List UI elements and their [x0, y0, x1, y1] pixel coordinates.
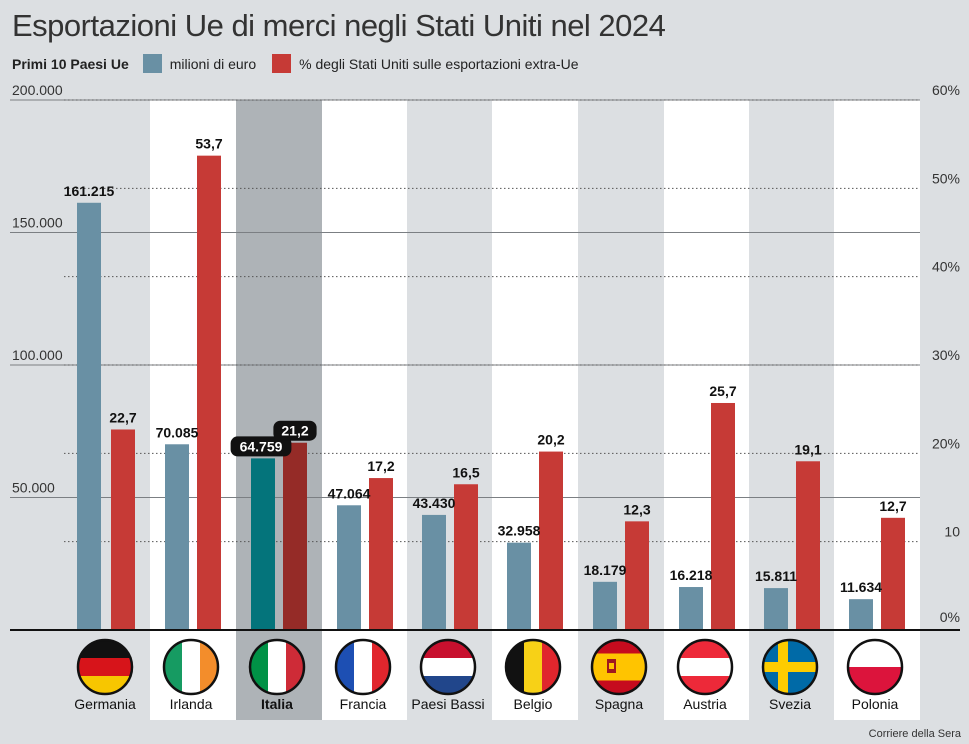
left-axis-tick-label: 200.000	[12, 82, 63, 98]
bar-export-italia	[251, 458, 275, 630]
legend-swatch-blue	[142, 54, 162, 73]
column-band	[236, 100, 322, 720]
data-label-export: 32.958	[498, 523, 541, 539]
left-axis-tick-label: 100.000	[12, 347, 63, 363]
bar-export-spagna	[593, 581, 617, 630]
category-label-belgio: Belgio	[514, 696, 553, 712]
data-label-share: 12,3	[623, 501, 650, 517]
bar-share-italia	[283, 442, 307, 630]
data-label-share: 19,1	[794, 441, 821, 457]
right-axis-tick-label: 30%	[932, 347, 960, 363]
flag-ring	[76, 638, 134, 696]
flag-ring	[419, 638, 477, 696]
bar-share-francia	[369, 478, 393, 630]
bar-export-svezia	[764, 588, 788, 630]
bar-share-austria	[711, 402, 735, 630]
source-credit: Corriere della Sera	[868, 728, 961, 740]
bar-export-paesi-bassi	[422, 514, 446, 630]
column-band	[150, 100, 236, 720]
data-label-export: 15.811	[755, 568, 797, 584]
data-label-bg	[273, 420, 317, 441]
data-label-share: 53,7	[195, 136, 222, 152]
bar-share-irlanda	[197, 155, 221, 630]
data-label-export: 70.085	[156, 424, 199, 440]
column-band	[664, 100, 750, 720]
bar-export-austria	[679, 587, 703, 630]
data-label-export: 16.218	[670, 567, 713, 583]
bar-export-belgio	[507, 542, 531, 630]
legend: Primi 10 Paesi Ue milioni di euro % degl…	[12, 54, 594, 73]
bar-share-svezia	[796, 461, 820, 630]
right-axis-tick-label: 40%	[932, 259, 960, 275]
chart-title: Esportazioni Ue di merci negli Stati Uni…	[12, 8, 666, 43]
column-band	[834, 100, 920, 720]
bar-share-paesi-bassi	[454, 484, 478, 630]
bar-share-germania	[111, 429, 135, 630]
bar-export-francia	[337, 505, 361, 630]
legend-swatch-red	[272, 54, 292, 73]
column-band	[749, 100, 835, 720]
flag-ring	[334, 638, 392, 696]
data-label-bg	[230, 436, 292, 457]
column-band	[578, 100, 664, 720]
flag-ring	[504, 638, 562, 696]
flag-ring	[248, 638, 306, 696]
right-axis-tick-label: 20%	[932, 435, 960, 451]
right-axis-tick-label: 50%	[932, 170, 960, 186]
data-label-share: 20,2	[537, 432, 564, 448]
flag-ring	[590, 638, 648, 696]
data-label-share: 16,5	[452, 464, 479, 480]
category-label-francia: Francia	[340, 696, 387, 712]
data-label-share: 21,2	[281, 423, 308, 439]
column-band	[407, 100, 493, 720]
flag-svezia-icon	[763, 640, 817, 694]
data-label-export: 43.430	[413, 495, 456, 511]
legend-title: Primi 10 Paesi Ue	[12, 55, 129, 72]
bar-export-irlanda	[165, 444, 189, 630]
data-label-export: 64.759	[240, 438, 283, 454]
bar-export-germania	[77, 202, 101, 630]
category-label-svezia: Svezia	[769, 696, 811, 712]
bar-share-polonia	[881, 517, 905, 630]
bar-share-spagna	[625, 521, 649, 630]
right-axis-tick-label: 10	[944, 524, 960, 540]
left-axis-tick-label: 150.000	[12, 215, 63, 231]
category-label-paesi-bassi: Paesi Bassi	[411, 696, 484, 712]
data-label-export: 47.064	[328, 485, 371, 501]
legend-label-series1: milioni di euro	[169, 55, 257, 72]
data-label-share: 12,7	[879, 498, 906, 514]
bar-export-polonia	[849, 599, 873, 630]
legend-label-series2: % degli Stati Uniti sulle esportazioni e…	[299, 55, 579, 72]
data-label-export: 18.179	[584, 562, 627, 578]
right-axis-tick-label: 0%	[940, 609, 960, 625]
flag-ring	[676, 638, 734, 696]
flag-ring	[761, 638, 819, 696]
data-label-share: 25,7	[709, 383, 736, 399]
category-label-italia: Italia	[261, 696, 293, 712]
column-band	[492, 100, 578, 720]
flag-ring	[846, 638, 904, 696]
data-label-export: 161.215	[64, 183, 115, 199]
category-label-austria: Austria	[683, 696, 727, 712]
left-axis-tick-label: 50.000	[12, 480, 55, 496]
data-label-share: 22,7	[109, 409, 136, 425]
category-label-germania: Germania	[74, 696, 136, 712]
category-label-polonia: Polonia	[852, 696, 899, 712]
bar-share-belgio	[539, 451, 563, 630]
data-label-share: 17,2	[367, 458, 394, 474]
category-label-irlanda: Irlanda	[170, 696, 213, 712]
flag-ring	[162, 638, 220, 696]
right-axis-tick-label: 60%	[932, 82, 960, 98]
data-label-export: 11.634	[840, 579, 882, 595]
column-band	[322, 100, 408, 720]
category-label-spagna: Spagna	[595, 696, 643, 712]
